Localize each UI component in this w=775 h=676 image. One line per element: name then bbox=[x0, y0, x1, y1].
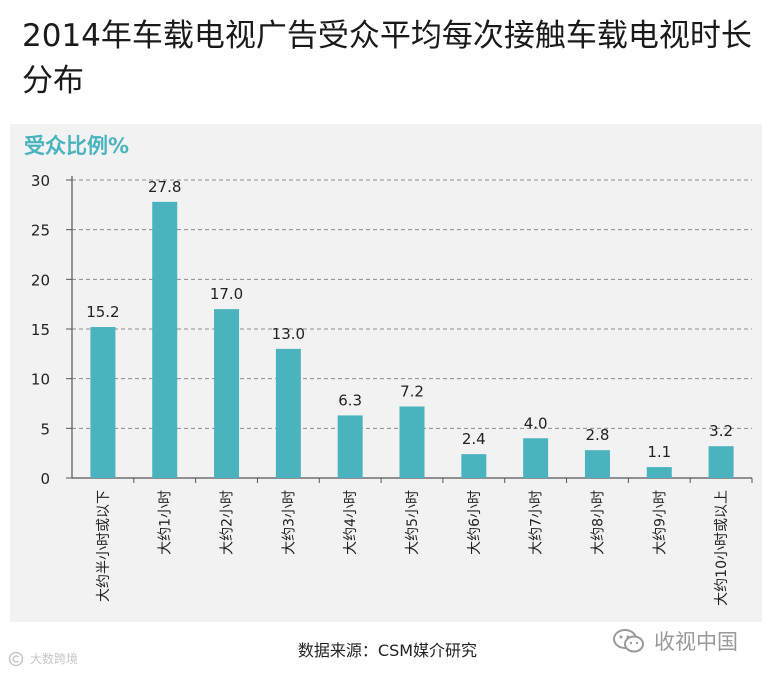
bar bbox=[337, 415, 363, 478]
y-tick-label: 0 bbox=[40, 470, 50, 488]
x-tick-label: 大约1小时 bbox=[158, 490, 174, 555]
y-tick-label: 5 bbox=[40, 420, 50, 438]
bars bbox=[90, 201, 734, 478]
bar bbox=[646, 467, 672, 478]
brand-logo: 收视中国 bbox=[612, 626, 738, 656]
data-label: 3.2 bbox=[709, 422, 733, 440]
y-axis-title: 受众比例% bbox=[24, 134, 130, 158]
watermark: 大数跨境 bbox=[8, 650, 78, 667]
data-label: 2.8 bbox=[586, 426, 610, 444]
data-label: 1.1 bbox=[647, 443, 671, 461]
bar bbox=[708, 446, 734, 478]
y-ticks: 0 5 10 15 20 25 30 bbox=[31, 172, 50, 488]
x-tick-label: 大约3小时 bbox=[281, 490, 297, 555]
x-tick-label: 大约4小时 bbox=[343, 490, 359, 555]
bar bbox=[523, 438, 549, 478]
source-note: 数据来源：CSM媒介研究 bbox=[297, 641, 478, 660]
bar bbox=[90, 327, 116, 478]
x-tick-label: 大约6小时 bbox=[467, 490, 483, 555]
copyright-icon bbox=[8, 651, 24, 666]
data-label: 6.3 bbox=[338, 391, 362, 409]
bar bbox=[584, 450, 610, 478]
x-tick-label: 大约9小时 bbox=[652, 490, 668, 555]
data-label: 4.0 bbox=[524, 414, 548, 432]
value-labels: 15.2 27.8 17.0 13.0 6.3 7.2 2.4 4.0 2.8 1.1 3.2 bbox=[86, 178, 733, 461]
bar bbox=[152, 201, 178, 478]
x-tick-label: 大约10小时或以上 bbox=[714, 490, 730, 606]
bar bbox=[461, 454, 487, 478]
x-tick-label: 大约7小时 bbox=[529, 490, 545, 555]
x-tick-label: 大约半小时或以下 bbox=[96, 490, 112, 602]
data-label: 27.8 bbox=[148, 178, 181, 196]
watermark-text: 大数跨境 bbox=[30, 652, 79, 666]
y-tick-label: 15 bbox=[31, 321, 50, 339]
y-tick-label: 25 bbox=[31, 222, 50, 240]
y-tick-label: 30 bbox=[31, 172, 50, 190]
bar bbox=[214, 309, 240, 478]
x-tick-labels: 大约半小时或以下 大约1小时 大约2小时 大约3小时 大约4小时 大约5小时 大约6小时 大约… bbox=[96, 490, 730, 606]
data-label: 2.4 bbox=[462, 430, 486, 448]
data-label: 15.2 bbox=[86, 303, 119, 321]
x-tick-label: 大约2小时 bbox=[220, 490, 236, 555]
y-tick-label: 10 bbox=[31, 371, 50, 389]
wechat-icon bbox=[613, 629, 644, 653]
brand-name: 收视中国 bbox=[654, 630, 738, 654]
bar bbox=[275, 348, 301, 478]
x-tick-label: 大约5小时 bbox=[405, 490, 421, 555]
data-label: 7.2 bbox=[400, 382, 424, 400]
chart-panel bbox=[10, 124, 762, 622]
x-tick-label: 大约8小时 bbox=[590, 490, 606, 555]
y-tick-label: 20 bbox=[31, 271, 50, 289]
bar bbox=[399, 406, 425, 478]
page-title: 2014年车载电视广告受众平均每次接触车载电视时长分布 bbox=[22, 18, 752, 99]
data-label: 17.0 bbox=[210, 285, 243, 303]
data-label: 13.0 bbox=[272, 325, 305, 343]
